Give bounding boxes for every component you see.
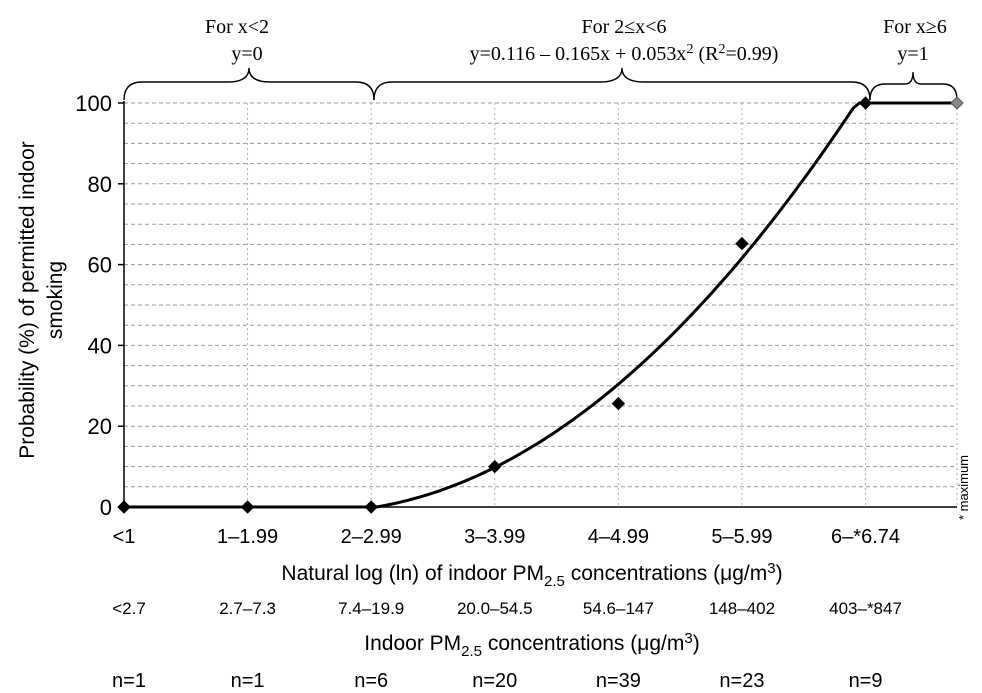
concentration-label: 403–*847	[829, 599, 902, 618]
x-tick-label: 3–3.99	[464, 526, 525, 548]
fitted-curve	[124, 101, 957, 509]
annotation-3-sub: y=1	[897, 43, 928, 65]
x-axis-title-2: Indoor PM2.5 concentrations (μg/m3)	[364, 630, 699, 660]
x-tick-label: 6–*6.74	[831, 526, 900, 548]
brace-3	[869, 71, 958, 101]
max-note: * maximum	[956, 455, 971, 520]
y-axis-title-line1: Probability (%) of permitted indoor	[16, 141, 39, 458]
y-tick-label: 100	[75, 91, 112, 116]
x-tick-label: 4–4.99	[588, 526, 649, 548]
x-tick-label: 2–2.99	[341, 526, 402, 548]
annotation-3-title: For x≥6	[883, 16, 947, 38]
x-tick-labels: <1 1–1.99 2–2.99 3–3.99 4–4.99 5–5.99 6–*6.74	[113, 526, 900, 548]
x-tick-label: <1	[113, 526, 136, 548]
annotation-2-title: For 2≤x<6	[581, 16, 666, 38]
y-tick-label: 60	[88, 253, 112, 278]
concentration-label: 2.7–7.3	[219, 599, 276, 618]
sample-size-label: n=20	[472, 670, 517, 692]
brace-2	[373, 67, 871, 101]
y-axis-title-line2: smoking	[44, 261, 67, 339]
sample-size-label: n=1	[112, 670, 146, 692]
y-tick-label: 40	[88, 333, 112, 358]
annotations: For x<2 y=0 For 2≤x<6 y=0.116 – 0.165x +…	[123, 16, 958, 101]
x-tick-label: 5–5.99	[711, 526, 772, 548]
sample-size-label: n=39	[596, 670, 641, 692]
annotation-1-sub: y=0	[231, 43, 262, 65]
sample-size-label: n=1	[231, 670, 265, 692]
sample-size-labels: n=1 n=1 n=6 n=20 n=39 n=23 n=9	[112, 670, 882, 692]
concentration-labels: <2.7 2.7–7.3 7.4–19.9 20.0–54.5 54.6–147 148–…	[112, 599, 902, 618]
data-point-marker	[240, 500, 255, 514]
y-tick-labels: 0 20 40 60 80 100	[75, 91, 112, 520]
concentration-label: 54.6–147	[583, 599, 654, 618]
brace-1	[123, 67, 375, 101]
y-tick-label: 0	[100, 495, 112, 520]
concentration-label: 148–402	[709, 599, 775, 618]
x-axis-title: Natural log (ln) of indoor PM2.5 concent…	[281, 560, 782, 590]
data-point-marker	[611, 396, 626, 411]
data-point-marker	[117, 500, 131, 514]
grid	[124, 102, 958, 507]
max-point-marker	[950, 96, 964, 110]
concentration-label: 20.0–54.5	[457, 599, 533, 618]
data-point-marker	[735, 236, 749, 251]
y-tick-label: 80	[88, 172, 112, 197]
annotation-1-title: For x<2	[205, 16, 269, 38]
fitted-line	[124, 101, 957, 509]
sample-size-label: n=9	[849, 670, 883, 692]
sample-size-label: n=6	[354, 670, 388, 692]
data-markers	[117, 96, 964, 514]
y-tick-label: 20	[88, 414, 112, 439]
concentration-label: <2.7	[112, 599, 146, 618]
data-point-marker	[364, 500, 378, 514]
data-point-marker	[858, 96, 873, 110]
annotation-2-sub: y=0.116 – 0.165x + 0.053x2 (R2=0.99)	[470, 42, 779, 65]
concentration-label: 7.4–19.9	[338, 599, 404, 618]
data-point-marker	[488, 459, 502, 474]
x-tick-label: 1–1.99	[217, 526, 278, 548]
sample-size-label: n=23	[719, 670, 764, 692]
